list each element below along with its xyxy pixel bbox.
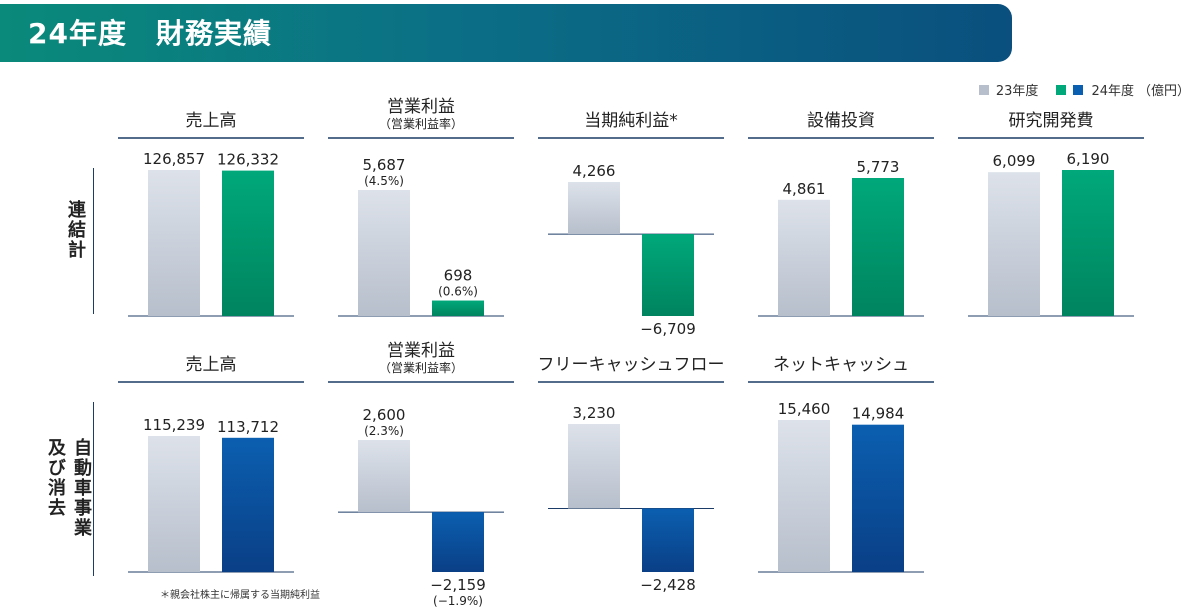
legend-swatch-prev [978,84,989,95]
bar-6-0 [358,440,410,513]
value-label-4-0: 6,099 [993,152,1036,170]
panel-title-6: 営業利益 [387,341,455,361]
bar-1-1 [432,300,484,316]
legend-swatch-green [1056,84,1067,95]
panel-title-1: 営業利益 [387,97,455,117]
value-label-0-0: 126,857 [143,150,205,168]
bar-7-1 [642,508,694,572]
bar-4-0 [988,172,1040,316]
value-label-2-1: −6,709 [640,320,696,338]
panel-subtitle-1: （営業利益率） [379,116,463,131]
bar-0-1 [222,170,274,316]
bar-3-0 [778,199,830,316]
panel-title-7: フリーキャッシュフロー [538,355,725,375]
bar-1-0 [358,190,410,316]
value-sublabel-1-1: (0.6%) [438,285,478,299]
bar-6-1 [432,512,484,572]
value-label-5-0: 115,239 [143,416,205,434]
legend-prev-label: 23年度 [995,84,1039,99]
value-label-8-1: 14,984 [852,405,905,423]
bar-5-0 [148,436,200,572]
page-title: 24年度 財務実績 [28,17,272,50]
bar-2-1 [642,234,694,316]
legend: 23年度 24年度 （億円） [978,80,1190,99]
row-divider-consolidated [93,168,94,314]
value-label-0-1: 126,332 [217,151,279,169]
value-label-2-0: 4,266 [573,162,616,180]
value-label-7-0: 3,230 [573,404,616,422]
bar-8-1 [852,424,904,572]
bar-7-0 [568,424,620,509]
value-label-7-1: −2,428 [640,576,696,594]
value-label-1-1: 698 [444,267,473,285]
legend-curr-label: 24年度 [1091,84,1134,99]
footnote: ＊親会社株主に帰属する当期純利益 [160,590,320,601]
value-label-6-1: −2,159 [430,576,486,594]
panel-title-0: 売上高 [186,111,237,131]
value-label-8-0: 15,460 [778,400,831,418]
panel-title-3: 設備投資 [807,111,875,131]
value-label-6-0: 2,600 [363,406,406,424]
panel-subtitle-6: （営業利益率） [379,360,463,375]
legend-swatch-blue [1073,84,1084,95]
value-label-4-1: 6,190 [1067,150,1110,168]
bar-2-0 [568,182,620,235]
value-sublabel-6-0: (2.3%) [364,424,404,438]
panel-title-2: 当期純利益* [584,111,678,131]
row-label-auto: 自動車事業 及び消去 [45,438,92,538]
row-label-consolidated: 連結計 [65,200,86,260]
value-label-3-0: 4,861 [783,180,826,198]
bar-3-1 [852,178,904,316]
value-label-1-0: 5,687 [363,156,406,174]
panel-title-4: 研究開発費 [1009,111,1094,131]
value-label-3-1: 5,773 [857,158,900,176]
value-sublabel-6-1: (−1.9%) [433,594,483,607]
header-banner: 24年度 財務実績 [0,4,1012,62]
legend-unit: （億円） [1137,84,1190,99]
bar-4-1 [1062,170,1114,316]
panel-title-5: 売上高 [186,355,237,375]
row-divider-auto [93,402,94,576]
panel-title-8: ネットキャッシュ [773,355,909,375]
bar-5-1 [222,437,274,572]
bar-8-0 [778,420,830,572]
bar-0-0 [148,170,200,316]
value-sublabel-1-0: (4.5%) [364,174,404,188]
value-label-5-1: 113,712 [217,418,279,436]
